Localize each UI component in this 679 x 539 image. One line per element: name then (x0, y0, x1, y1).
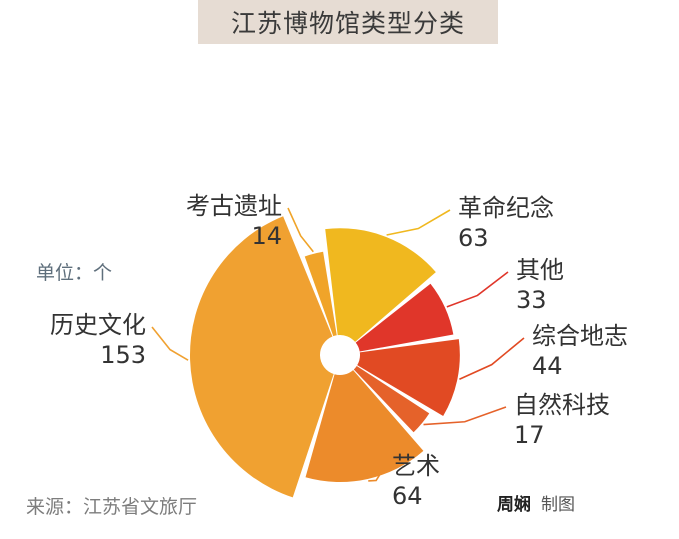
slice-value-label: 14 (251, 222, 282, 250)
slice-category-label: 革命纪念 (458, 194, 554, 222)
chart-title: 江苏博物馆类型分类 (230, 9, 465, 38)
pie-slice-2 (355, 283, 454, 352)
leader-line-3 (459, 337, 525, 380)
pie-slice-1 (325, 228, 436, 342)
leader-line-4 (423, 406, 507, 426)
slice-value-label: 153 (100, 341, 146, 369)
slice-category-label: 历史文化 (50, 311, 146, 339)
slice-value-label: 63 (458, 224, 489, 252)
leader-line-7 (287, 207, 314, 253)
leader-line-1 (386, 209, 451, 236)
credit-author: 周娴 (497, 495, 531, 515)
source-note: 来源：江苏省文旅厅 (26, 496, 198, 518)
pie-slice-6 (189, 216, 334, 498)
slice-category-label: 考古遗址 (186, 192, 282, 220)
slice-value-label: 17 (514, 421, 545, 449)
pie-slice-4 (353, 365, 430, 433)
leader-line-2 (446, 271, 509, 308)
slice-category-label: 其他 (516, 256, 564, 284)
slice-category-label: 综合地志 (532, 322, 628, 350)
slice-value-label: 64 (392, 482, 423, 510)
slice-value-label: 44 (532, 352, 563, 380)
leader-line-5 (368, 467, 385, 482)
leader-line-6 (151, 326, 189, 361)
pie-slice-7 (304, 251, 337, 337)
credit-suffix: 制图 (541, 495, 575, 515)
credit-note: 周娴 制图 (497, 490, 575, 515)
unit-label: 单位：个 (36, 262, 113, 284)
slice-category-label: 艺术 (392, 452, 440, 480)
leader-lines (151, 207, 525, 482)
pie-slice-5 (305, 370, 424, 483)
pie-slice-3 (357, 339, 460, 417)
chart-title-box: 江苏博物馆类型分类 (198, 0, 498, 44)
slice-category-label: 自然科技 (514, 391, 610, 419)
pie-slices (189, 216, 460, 498)
slice-value-label: 33 (516, 286, 547, 314)
